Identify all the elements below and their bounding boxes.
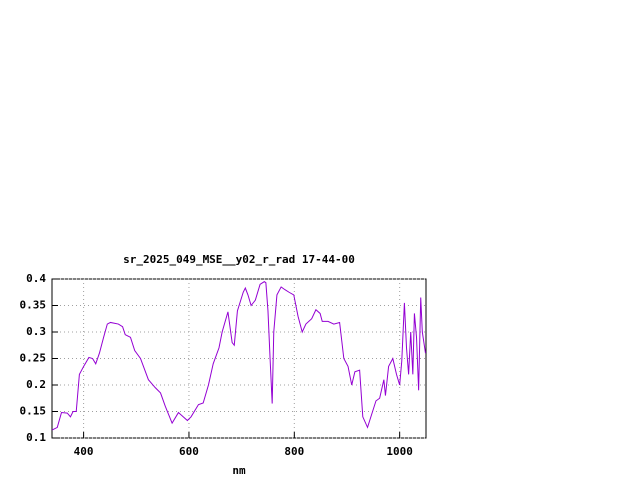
x-axis-label: nm	[232, 464, 246, 477]
y-tick-label: 0.35	[20, 299, 47, 312]
x-tick-label: 1000	[386, 445, 413, 458]
chart-title: sr_2025_049_MSE__y02_r_rad 17-44-00	[123, 253, 355, 266]
y-tick-label: 0.2	[26, 378, 46, 391]
y-tick-label: 0.1	[26, 431, 46, 444]
y-tick-label: 0.4	[26, 272, 46, 285]
y-tick-label: 0.25	[20, 352, 47, 365]
data-line	[51, 281, 426, 431]
y-tick-label: 0.15	[20, 405, 47, 418]
x-tick-label: 400	[74, 445, 94, 458]
x-tick-label: 800	[284, 445, 304, 458]
x-tick-label: 600	[179, 445, 199, 458]
y-tick-label: 0.3	[26, 325, 46, 338]
